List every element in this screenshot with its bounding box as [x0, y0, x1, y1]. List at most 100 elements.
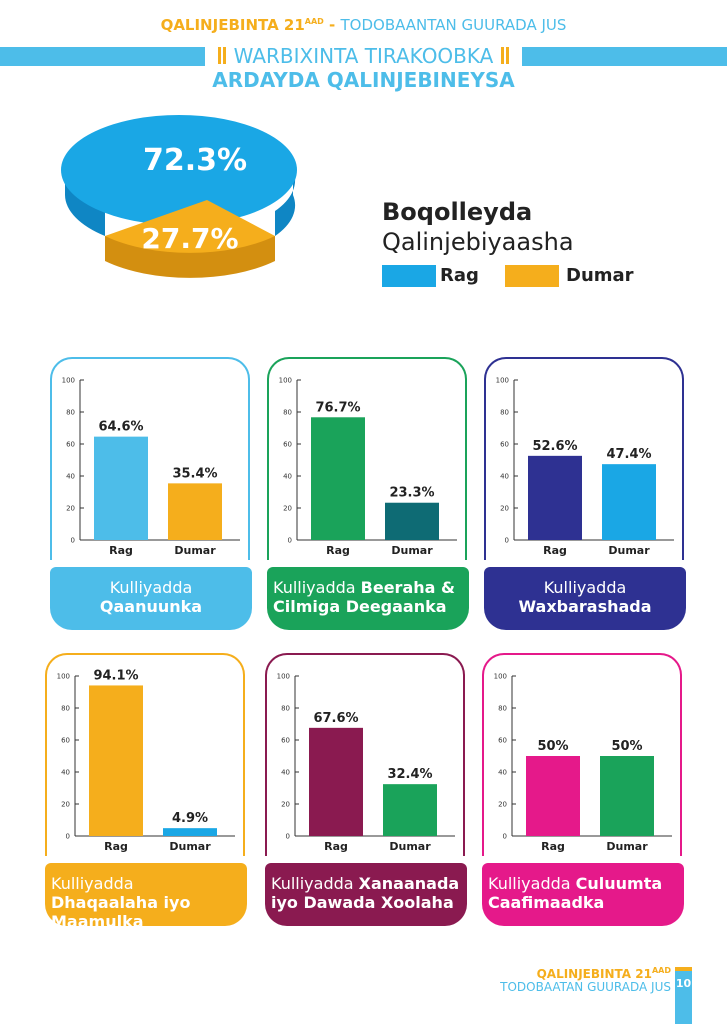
- y-tick-label: 80: [61, 704, 70, 712]
- value-label: 50%: [611, 739, 642, 754]
- bar-dumar: [162, 827, 217, 836]
- faculty-label-bold: Beeraha & Cilmiga Deegaanka: [273, 578, 455, 616]
- y-tick-label: 0: [502, 832, 506, 840]
- footer-line2: TODOBAATAN GUURADA JUS: [500, 980, 671, 994]
- faculty-label-bold: Dhaqaalaha iyo Maamulka: [51, 893, 191, 931]
- faculty-label: Kulliyadda Waxbarashada: [484, 567, 686, 630]
- y-tick-label: 80: [66, 408, 75, 416]
- bar-rag: [525, 755, 580, 836]
- y-tick-label: 40: [283, 472, 292, 480]
- pie-slice-dumar: [105, 200, 275, 253]
- footer-sup: AAD: [651, 966, 671, 975]
- bar-dumar: [384, 502, 439, 540]
- category-label: Dumar: [389, 840, 431, 853]
- value-label: 32.4%: [387, 767, 432, 782]
- faculty-label: Kulliyadda Qaanuunka: [50, 567, 252, 630]
- bar-chart: 0 20 40 60 80 100 76.7% Rag 23.3% Dumar: [278, 376, 457, 557]
- chart-card: 0 20 40 60 80 100 64.6% Rag 35.4% Dumar: [50, 357, 250, 560]
- y-tick-label: 40: [66, 472, 75, 480]
- y-tick-label: 40: [500, 472, 509, 480]
- faculty-label-light: Kulliyadda: [109, 578, 193, 597]
- y-tick-label: 20: [66, 504, 75, 512]
- pie-label-dumar: 27.7%: [141, 222, 238, 255]
- chart-card: 0 20 40 60 80 100 52.6% Rag 47.4% Dumar: [484, 357, 684, 560]
- footer-line1: QALINJEBINTA 21: [536, 967, 652, 981]
- legend-swatch-dumar: [505, 265, 559, 287]
- overall-pie-chart: 72.3% 27.7%: [61, 115, 297, 278]
- report-title-box: WARBIXINTA TIRAKOOBKA: [205, 44, 522, 68]
- faculty-label-bold: Waxbarashada: [518, 597, 652, 616]
- faculty-label: Kulliyadda Dhaqaalaha iyo Maamulka: [45, 863, 247, 931]
- y-tick-label: 100: [61, 376, 74, 384]
- y-tick-label: 20: [500, 504, 509, 512]
- y-tick-label: 80: [283, 408, 292, 416]
- legend-label-rag: Rag: [440, 265, 479, 286]
- chart-card: 0 20 40 60 80 100 94.1% Rag 4.9% Dumar: [45, 653, 245, 856]
- faculty-label: Kulliyadda Beeraha & Cilmiga Deegaanka: [267, 567, 469, 630]
- bar-dumar: [601, 463, 656, 540]
- y-tick-label: 40: [281, 768, 290, 776]
- faculty-label-light: Kulliyadda: [273, 578, 356, 597]
- value-label: 47.4%: [606, 447, 651, 462]
- chart-card: 0 20 40 60 80 100 76.7% Rag 23.3% Dumar: [267, 357, 467, 560]
- value-label: 67.6%: [313, 710, 358, 725]
- bar-dumar: [599, 755, 654, 836]
- y-tick-label: 100: [56, 672, 69, 680]
- faculty-label: Kulliyadda Culuumta Caafimaadka: [482, 863, 684, 926]
- pie-slice-rag: [61, 115, 297, 225]
- y-tick-label: 80: [498, 704, 507, 712]
- series-subtitle: TODOBAANTAN GUURADA JUS: [340, 16, 567, 34]
- y-tick-label: 0: [287, 536, 291, 544]
- y-tick-label: 60: [61, 736, 70, 744]
- category-label: Dumar: [169, 840, 211, 853]
- dash: -: [323, 16, 341, 34]
- page-number: 10: [675, 967, 692, 1024]
- y-tick-label: 80: [500, 408, 509, 416]
- bar-chart: 0 20 40 60 80 100 52.6% Rag 47.4% Dumar: [495, 376, 674, 557]
- y-tick-label: 20: [498, 800, 507, 808]
- y-tick-label: 80: [281, 704, 290, 712]
- bar-chart: 0 20 40 60 80 100 67.6% Rag 32.4% Dumar: [276, 672, 455, 853]
- y-tick-label: 0: [504, 536, 508, 544]
- y-tick-label: 20: [61, 800, 70, 808]
- y-tick-label: 40: [61, 768, 70, 776]
- bar-chart: 0 20 40 60 80 100 64.6% Rag 35.4% Dumar: [61, 376, 240, 557]
- category-label: Dumar: [606, 840, 648, 853]
- bar-chart: 0 20 40 60 80 100 50% Rag 50% Dumar: [493, 672, 672, 853]
- value-label: 50%: [537, 739, 568, 754]
- category-label: Dumar: [608, 544, 650, 557]
- bar-dumar: [167, 482, 222, 540]
- y-tick-label: 60: [283, 440, 292, 448]
- value-label: 64.6%: [98, 419, 143, 434]
- footer-series: QALINJEBINTA 21AAD: [537, 966, 671, 981]
- y-tick-label: 20: [283, 504, 292, 512]
- category-label: Rag: [543, 544, 567, 557]
- category-label: Rag: [326, 544, 350, 557]
- bar-rag: [88, 684, 143, 836]
- y-tick-label: 100: [276, 672, 289, 680]
- y-tick-label: 60: [500, 440, 509, 448]
- y-tick-label: 100: [495, 376, 508, 384]
- category-label: Rag: [324, 840, 348, 853]
- pie-label-rag: 72.3%: [143, 143, 247, 178]
- y-tick-label: 60: [498, 736, 507, 744]
- category-label: Rag: [109, 544, 133, 557]
- y-tick-label: 0: [65, 832, 69, 840]
- bar-rag: [310, 416, 365, 540]
- y-tick-label: 100: [278, 376, 291, 384]
- category-label: Rag: [541, 840, 565, 853]
- legend-swatch-rag: [382, 265, 436, 287]
- legend-title: Boqolleyda: [382, 198, 533, 226]
- legend-subtitle: Qalinjebiyaasha: [382, 228, 574, 256]
- faculty-label-light: Kulliyadda: [488, 874, 571, 893]
- y-tick-label: 60: [66, 440, 75, 448]
- y-tick-label: 60: [281, 736, 290, 744]
- value-label: 35.4%: [172, 466, 217, 481]
- faculty-label: Kulliyadda Xanaanada iyo Dawada Xoolaha: [265, 863, 467, 926]
- category-label: Dumar: [174, 544, 216, 557]
- faculty-label-bold: Xanaanada iyo Dawada Xoolaha: [271, 874, 460, 912]
- faculty-label-light: Kulliyadda: [543, 578, 627, 597]
- value-label: 23.3%: [389, 485, 434, 500]
- series-sup: AAD: [304, 17, 324, 26]
- faculty-label-light: Kulliyadda: [271, 874, 354, 893]
